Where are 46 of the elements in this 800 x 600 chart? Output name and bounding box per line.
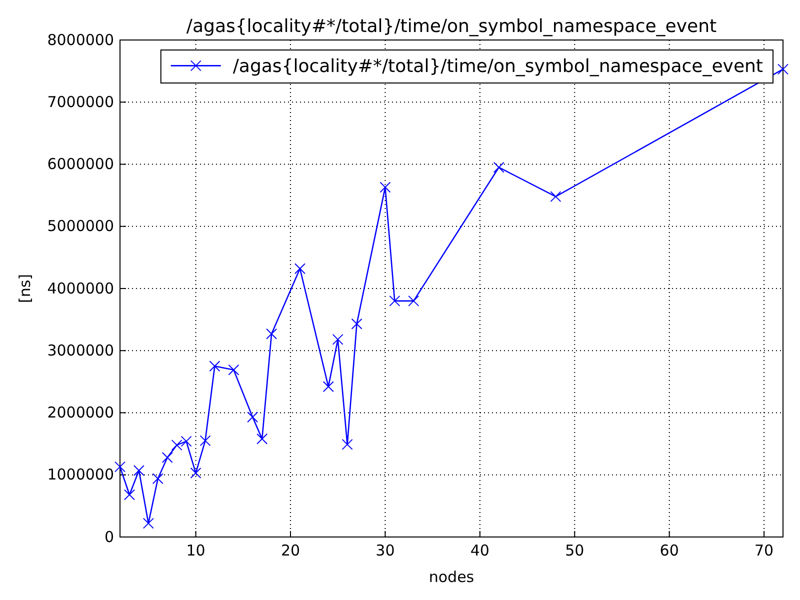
point bbox=[124, 489, 135, 500]
x-tick-label: 70 bbox=[754, 542, 774, 560]
y-tick-label: 8000000 bbox=[47, 30, 114, 49]
y-tick-label: 3000000 bbox=[47, 341, 114, 360]
y-tick-label: 2000000 bbox=[47, 404, 114, 422]
point bbox=[380, 182, 391, 193]
point bbox=[200, 435, 211, 446]
y-tick-label: 6000000 bbox=[47, 155, 114, 174]
point bbox=[162, 452, 173, 463]
y-tick-label: 0 bbox=[104, 528, 114, 546]
point bbox=[408, 295, 420, 306]
y-tick-label: 5000000 bbox=[47, 217, 114, 236]
point bbox=[190, 468, 202, 479]
chart-title: /agas{locality#*/total}/time/on_symbol_namespace_event bbox=[186, 16, 717, 37]
point bbox=[778, 64, 788, 75]
x-tick-label: 20 bbox=[280, 542, 300, 560]
point bbox=[133, 465, 144, 476]
point bbox=[152, 473, 164, 484]
x-tick-label: 60 bbox=[660, 542, 679, 560]
point bbox=[114, 461, 126, 472]
point bbox=[342, 438, 353, 450]
point bbox=[493, 162, 504, 173]
x-tick-label: 50 bbox=[565, 542, 584, 560]
point bbox=[332, 334, 344, 345]
x-tick-label: 10 bbox=[186, 542, 206, 560]
point bbox=[180, 436, 192, 447]
point bbox=[209, 360, 220, 372]
y-tick-label: 1000000 bbox=[47, 466, 114, 484]
point bbox=[322, 381, 334, 392]
x-axis-title: nodes bbox=[428, 568, 474, 586]
point bbox=[351, 318, 362, 330]
point bbox=[389, 295, 400, 306]
y-tick-label: 4000000 bbox=[47, 279, 114, 298]
point bbox=[550, 191, 562, 202]
x-tick-label: 40 bbox=[470, 542, 490, 560]
point bbox=[228, 364, 240, 376]
point bbox=[294, 263, 306, 274]
point bbox=[247, 412, 258, 423]
point bbox=[266, 328, 278, 340]
x-tick-label: 30 bbox=[376, 542, 395, 560]
legend-label: /agas{locality#*/total}/time/on_symbol_namespace_event bbox=[232, 56, 763, 77]
point bbox=[256, 433, 268, 444]
point bbox=[171, 440, 182, 451]
point bbox=[142, 518, 154, 529]
y-axis-title: [ns] bbox=[16, 274, 34, 304]
y-tick-label: 7000000 bbox=[47, 92, 114, 111]
